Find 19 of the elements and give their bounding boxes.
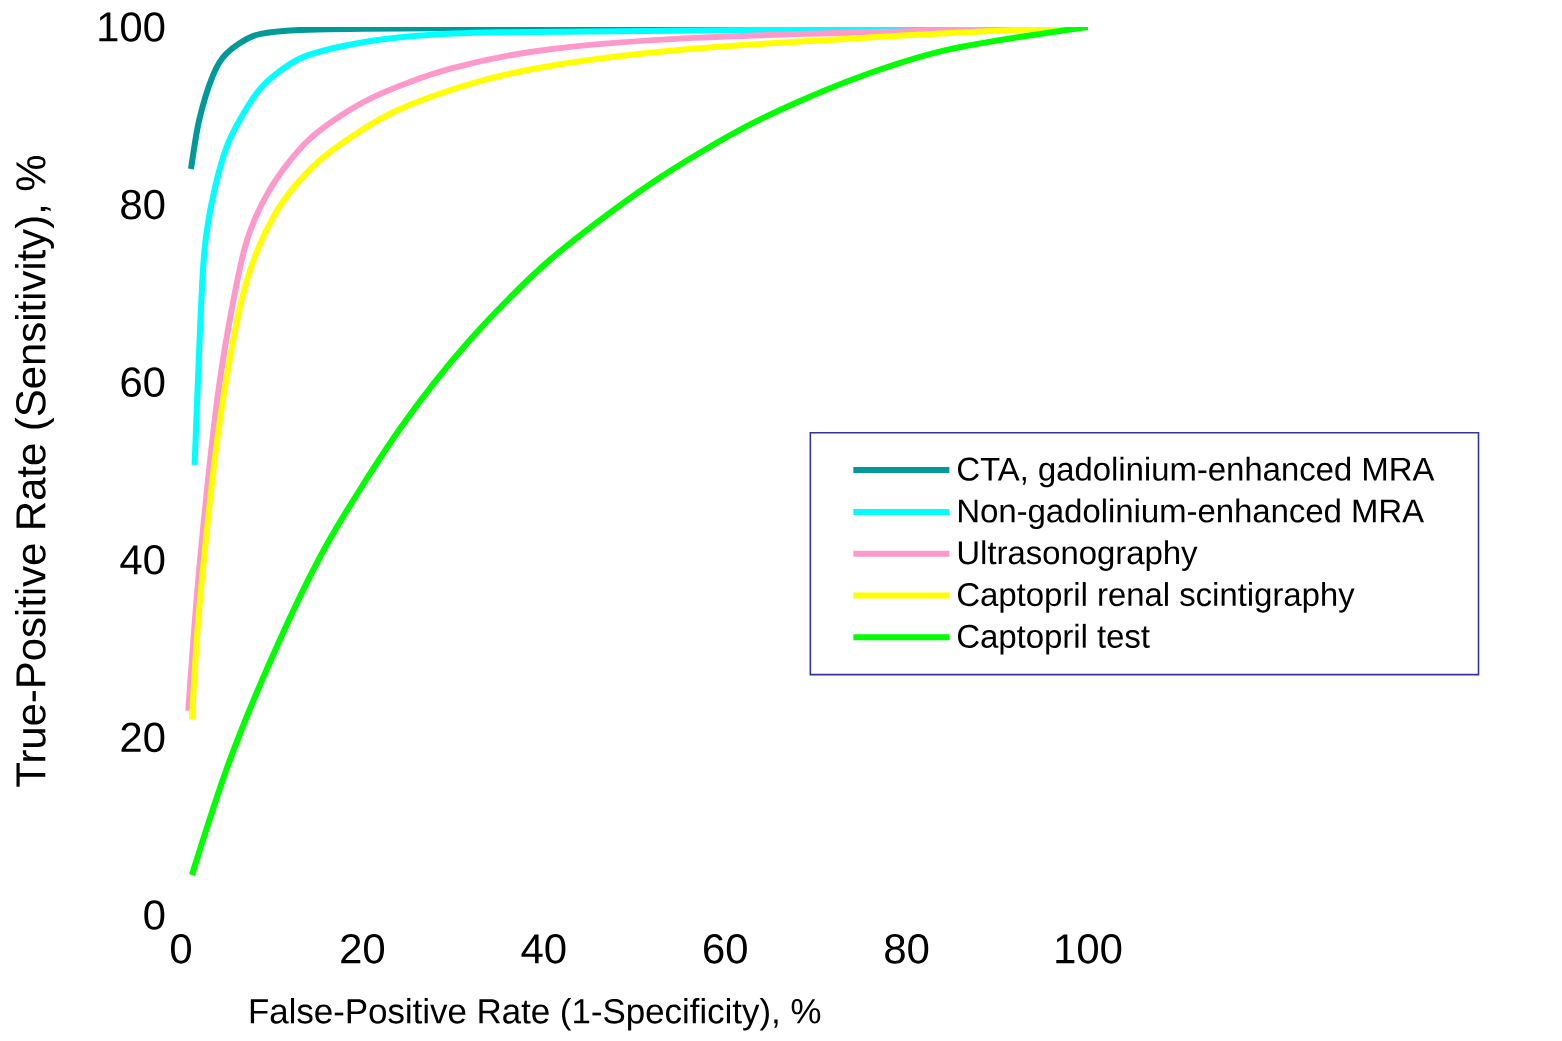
x-tick-label: 0 xyxy=(171,934,191,964)
y-tick-label: 20 xyxy=(121,722,165,753)
x-tick-label: 20 xyxy=(341,934,385,964)
legend-label: Non-gadolinium-enhanced MRA xyxy=(959,498,1424,530)
legend-label: Ultrasonography xyxy=(958,540,1198,571)
x-axis-title: False-Positive Rate (1-Specificity), % xyxy=(250,998,821,1031)
y-tick-label: 0 xyxy=(144,900,165,930)
legend-label: CTA, gadolinium-enhanced MRA xyxy=(958,456,1435,488)
x-tick-label: 80 xyxy=(885,934,929,964)
legend-label: Captopril renal scintigraphy xyxy=(958,582,1355,613)
y-tick-label: 60 xyxy=(121,367,165,397)
x-tick-label: 40 xyxy=(521,934,566,964)
y-tick-label: 40 xyxy=(120,544,165,575)
legend-label: Captopril test xyxy=(958,623,1150,655)
y-tick-label: 80 xyxy=(121,189,165,220)
x-tick-label: 100 xyxy=(1056,934,1122,964)
y-axis-title: True-Positive Rate (Sensitivity), % xyxy=(14,155,54,787)
y-tick-label: 100 xyxy=(99,12,165,42)
x-tick-label: 60 xyxy=(704,934,747,964)
